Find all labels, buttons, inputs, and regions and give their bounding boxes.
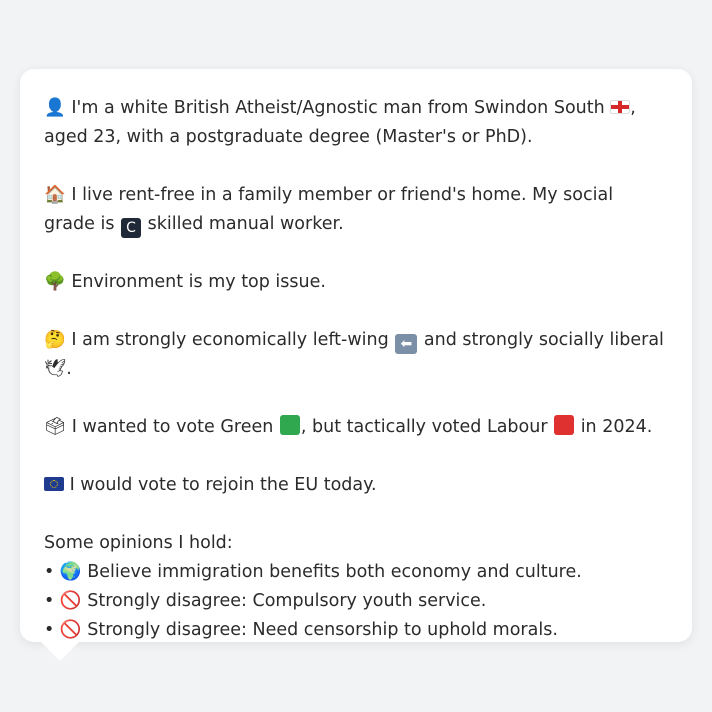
- housing-text-b: skilled manual worker.: [147, 214, 344, 234]
- opinion-item: • 🚫 Strongly disagree: Need censorship t…: [44, 616, 668, 645]
- opinion-text: Strongly disagree: Compulsory youth serv…: [87, 591, 487, 611]
- intro-paragraph: 👤 I'm a white British Atheist/Agnostic m…: [44, 94, 668, 152]
- speech-bubble-tail: [40, 641, 80, 661]
- prohibited-icon: 🚫: [59, 591, 82, 611]
- vote-paragraph: 🗳 I wanted to vote Green , but tacticall…: [44, 413, 668, 442]
- opinion-text: Strongly disagree: Need censorship to up…: [87, 620, 558, 640]
- green-square-icon: [279, 415, 300, 435]
- prohibited-icon: 🚫: [59, 620, 82, 640]
- bullet: •: [44, 591, 55, 611]
- dove-icon: 🕊: [44, 359, 67, 379]
- grade-c-icon: C: [121, 218, 142, 238]
- bullet: •: [44, 562, 55, 582]
- eu-paragraph: I would vote to rejoin the EU today.: [44, 471, 668, 500]
- person-icon: 👤: [44, 98, 66, 118]
- opinions-section: Some opinions I hold: • 🌍 Believe immigr…: [44, 529, 668, 645]
- opinion-item: • 🌍 Believe immigration benefits both ec…: [44, 558, 668, 587]
- bullet: •: [44, 620, 55, 640]
- globe-icon: 🌍: [59, 562, 82, 582]
- house-icon: 🏠: [44, 185, 66, 205]
- issue-text: Environment is my top issue.: [71, 272, 326, 292]
- red-square-icon: [554, 415, 575, 435]
- eu-text: I would vote to rejoin the EU today.: [69, 475, 377, 495]
- persona-card: 👤 I'm a white British Atheist/Agnostic m…: [20, 69, 692, 642]
- ideology-text-c: .: [66, 359, 72, 379]
- opinions-heading: Some opinions I hold:: [44, 533, 233, 553]
- opinion-item: • 🚫 Strongly disagree: Compulsory youth …: [44, 587, 668, 616]
- ballot-box-icon: 🗳: [44, 417, 67, 437]
- vote-text-a: I wanted to vote Green: [71, 417, 274, 437]
- issue-paragraph: 🌳 Environment is my top issue.: [44, 268, 668, 297]
- england-flag-icon: [610, 100, 631, 114]
- ideology-text-b: and strongly socially liberal: [423, 330, 664, 350]
- vote-text-c: in 2024.: [580, 417, 653, 437]
- eu-flag-icon: [44, 477, 64, 491]
- thinking-face-icon: 🤔: [44, 330, 66, 350]
- ideology-text-a: I am strongly economically left-wing: [71, 330, 389, 350]
- intro-text-b: , aged 23, with a postgraduate degree (M…: [44, 98, 636, 147]
- ideology-paragraph: 🤔 I am strongly economically left-wing ⬅…: [44, 326, 668, 384]
- vote-text-b: , but tactically voted Labour: [300, 417, 548, 437]
- intro-text-a: I'm a white British Atheist/Agnostic man…: [71, 98, 605, 118]
- housing-paragraph: 🏠 I live rent-free in a family member or…: [44, 181, 668, 239]
- housing-text-a: I live rent-free in a family member or f…: [44, 185, 614, 234]
- opinion-text: Believe immigration benefits both econom…: [87, 562, 582, 582]
- left-arrow-icon: ⬅: [395, 334, 418, 354]
- tree-icon: 🌳: [44, 272, 66, 292]
